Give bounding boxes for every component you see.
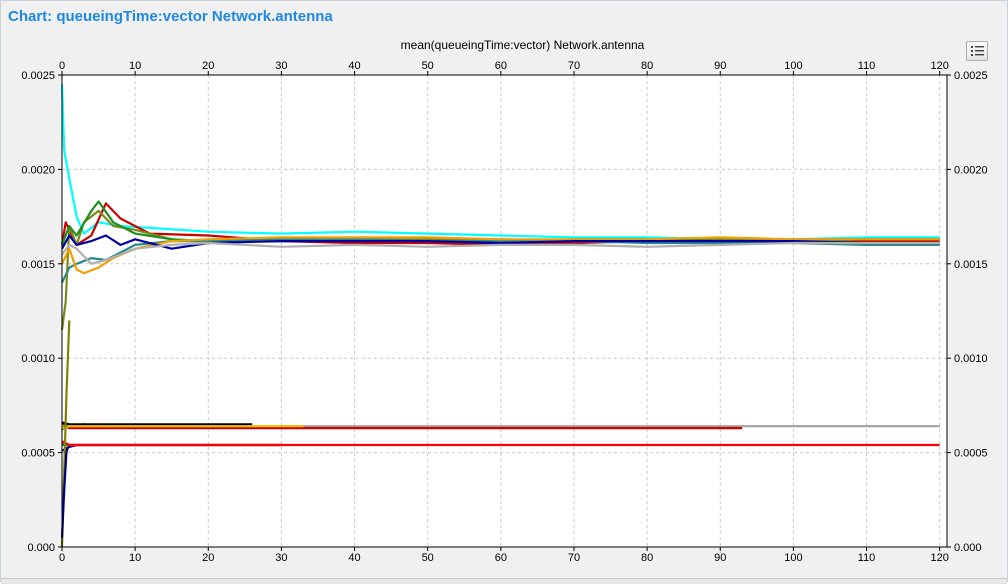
series-line	[61, 236, 940, 275]
series-line	[61, 425, 304, 430]
x-tick-label-top: 50	[422, 60, 434, 72]
x-tick-label-top: 0	[59, 60, 65, 72]
chart-panel: 0 0 10 10 20 20 30 30 40 40 50 50 60 60 70 70 80 80 90 90 10…	[1, 33, 1007, 579]
x-tick-label-bottom: 120	[931, 552, 949, 564]
legend-toggle-button[interactable]	[966, 41, 988, 61]
y-tick-label-right: 0.0005	[954, 448, 988, 460]
y-tick-label-left: 0.0020	[21, 164, 55, 176]
y-tick-label-right: 0.0010	[954, 353, 988, 365]
x-tick-label-bottom: 60	[495, 552, 507, 564]
series-line	[61, 440, 940, 447]
x-tick-label-top: 70	[568, 60, 580, 72]
x-tick-label-top: 90	[714, 60, 726, 72]
y-tick-label-left: 0.000	[27, 542, 55, 554]
x-tick-label-bottom: 50	[422, 552, 434, 564]
bottom-scroll-strip	[1, 578, 1007, 584]
x-tick-label-bottom: 110	[858, 552, 876, 564]
plot-border	[61, 74, 948, 548]
line-chart: 0 0 10 10 20 20 30 30 40 40 50 50 60 60 70 70 80 80 90 90 10…	[21, 38, 988, 564]
x-tick-label-top: 60	[495, 60, 507, 72]
series-line	[61, 234, 940, 250]
x-tick-label-bottom: 20	[202, 552, 214, 564]
chart-title: mean(queueingTime:vector) Network.antenn…	[401, 38, 645, 52]
title-bar: Chart: queueingTime:vector Network.anten…	[1, 1, 1007, 33]
y-tick-label-left: 0.0015	[21, 259, 55, 271]
y-tick-label-right: 0.0025	[954, 70, 988, 82]
series-line	[61, 238, 940, 284]
x-tick-label-top: 10	[129, 60, 141, 72]
x-tick-label-top: 120	[931, 60, 949, 72]
x-tick-label-top: 110	[858, 60, 876, 72]
x-tick-label-bottom: 100	[784, 552, 802, 564]
plot-area	[62, 75, 947, 547]
x-tick-label-bottom: 10	[129, 552, 141, 564]
x-tick-label-bottom: 40	[348, 552, 360, 564]
x-tick-label-bottom: 80	[641, 552, 653, 564]
x-tick-label-bottom: 30	[275, 552, 287, 564]
x-tick-label-top: 100	[784, 60, 802, 72]
x-tick-label-top: 80	[641, 60, 653, 72]
x-tick-label-top: 20	[202, 60, 214, 72]
x-tick-label-top: 30	[275, 60, 287, 72]
series-line	[61, 421, 743, 430]
list-icon	[971, 46, 984, 56]
y-tick-label-right: 0.0020	[954, 164, 988, 176]
y-tick-label-right: 0.0015	[954, 259, 988, 271]
series-line	[61, 241, 940, 265]
series-line	[60, 446, 69, 538]
y-tick-label-left: 0.0005	[21, 448, 55, 460]
x-tick-label-bottom: 0	[59, 552, 65, 564]
y-tick-label-right: 0.000	[954, 542, 982, 554]
x-tick-label-bottom: 70	[568, 552, 580, 564]
y-tick-label-left: 0.0025	[21, 70, 55, 82]
x-tick-label-bottom: 90	[714, 552, 726, 564]
series-line	[61, 421, 253, 426]
x-tick-label-top: 40	[348, 60, 360, 72]
y-tick-label-left: 0.0010	[21, 353, 55, 365]
page-title: Chart: queueingTime:vector Network.anten…	[8, 8, 333, 25]
